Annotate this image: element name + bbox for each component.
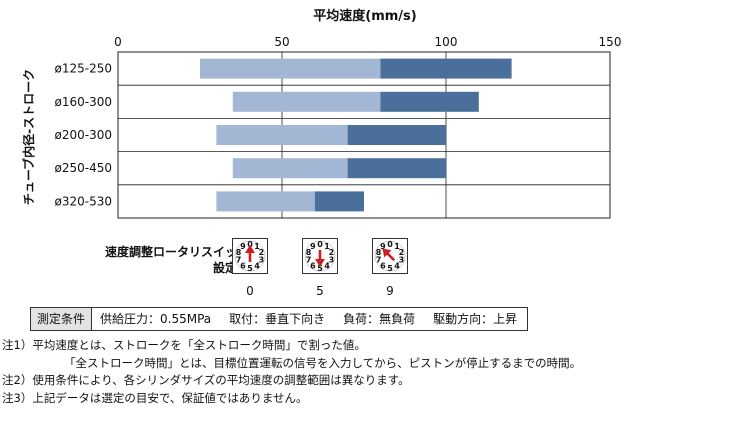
- rotary-switch-label-line1: 速度調整ロータリスイッチ: [104, 245, 249, 259]
- plot-frame: [117, 51, 611, 219]
- x-tick-label: 150: [599, 35, 622, 49]
- dial-digit: 9: [380, 242, 386, 251]
- dial-digit: 2: [329, 248, 335, 257]
- x-tick-label: 0: [114, 35, 122, 49]
- dial-digit: 4: [394, 262, 400, 271]
- dial-ring: [304, 240, 336, 272]
- rotary-switch-label: 速度調整ロータリスイッチ 設定値: [54, 244, 249, 276]
- speed-range-chart: 平均速度(mm/s) チューブ内径-ストローク 0 50 100 150 ø125-2…: [21, 8, 621, 219]
- dial-digit: 3: [399, 256, 405, 265]
- rotary-switch-value-0: 0: [246, 284, 254, 298]
- dial-digit: 7: [376, 256, 382, 265]
- dial-arrow-head: [315, 259, 325, 267]
- dial-digit: 8: [236, 248, 242, 257]
- grid-layer: [117, 51, 611, 219]
- dial-digit: 2: [259, 248, 265, 257]
- dial-arrow-icon: [245, 245, 255, 262]
- dial-digit: 4: [254, 262, 260, 271]
- dial-arrow-head: [382, 248, 392, 258]
- bar-dark-0: [380, 58, 512, 79]
- bar-dark-2: [347, 125, 446, 145]
- dial-digit: 6: [310, 262, 316, 271]
- dial-arrow-shaft: [386, 252, 396, 262]
- footnotes: 注1）平均速度とは、ストロークを「全ストローク時間」で割った値。 「全ストローク…: [2, 337, 581, 407]
- dial-arrow-head: [245, 245, 255, 253]
- condition-direction: 駆動方向：上昇: [433, 312, 518, 326]
- category-label: ø160-300: [55, 95, 112, 109]
- bar-light-3: [232, 158, 348, 179]
- condition-mounting: 取付：垂直下向き: [229, 312, 326, 326]
- category-label: ø320-530: [55, 194, 112, 208]
- rotary-switch-value-9: 9: [386, 284, 394, 298]
- dial-digit: 0: [247, 240, 253, 249]
- dial-digit: 4: [324, 262, 330, 271]
- category-labels: ø125-250 ø160-300 ø200-300 ø250-450 ø320-530: [55, 62, 112, 209]
- x-tick-labels: 0 50 100 150: [114, 35, 621, 49]
- dial-digit: 1: [394, 242, 400, 251]
- rotary-switch-value-5: 5: [316, 284, 324, 298]
- dial-digit: 3: [329, 256, 335, 265]
- bar-light-0: [200, 58, 381, 79]
- bar-light-4: [216, 191, 315, 212]
- dial-arrow-icon: [382, 248, 396, 262]
- dial-digit: 5: [387, 264, 393, 273]
- dial-digit: 1: [324, 242, 330, 251]
- note-3: 注3）上記データは選定の目安で、保証値ではありません。: [2, 390, 308, 405]
- dial-digit: 8: [306, 248, 312, 257]
- dial-digit: 6: [240, 262, 246, 271]
- x-tick-label: 50: [274, 35, 289, 49]
- x-tick-label: 100: [435, 35, 458, 49]
- rotary-switch-label-line2: 設定値: [212, 261, 249, 275]
- bars-layer: [200, 58, 512, 212]
- condition-load: 負荷：無負荷: [343, 312, 416, 326]
- dial-digit: 8: [376, 248, 382, 257]
- bar-dark-4: [314, 191, 364, 212]
- dial-digit: 5: [317, 264, 323, 273]
- category-label: ø250-450: [55, 161, 112, 175]
- dial-ring: [374, 240, 406, 272]
- dial-digit: 7: [236, 256, 242, 265]
- bar-dark-3: [347, 158, 446, 179]
- dial-digit: 1: [254, 242, 260, 251]
- dial-arrow-icon: [315, 250, 325, 267]
- dial-digit: 7: [306, 256, 312, 265]
- category-label: ø200-300: [55, 128, 112, 142]
- note-1-continued: 「全ストローク時間」とは、目標位置運転の信号を入力してから、ピストンが停止するま…: [64, 355, 582, 370]
- bar-light-1: [232, 91, 381, 112]
- dial-digit: 9: [240, 242, 246, 251]
- dial-digit: 0: [317, 240, 323, 249]
- bar-dark-1: [380, 91, 479, 112]
- dial-digit: 5: [247, 264, 253, 273]
- dial-digit: 6: [380, 262, 386, 271]
- bar-light-2: [216, 125, 348, 145]
- condition-pressure: 供給圧力：0.55MPa: [100, 312, 212, 326]
- dial-digit: 0: [387, 240, 393, 249]
- dial-digit: 2: [399, 248, 405, 257]
- y-axis-label: チューブ内径-ストローク: [21, 69, 36, 205]
- dial-ring: [234, 240, 266, 272]
- dial-digit: 3: [259, 256, 265, 265]
- conditions-header: 測定条件: [31, 308, 93, 330]
- note-1: 注1）平均速度とは、ストロークを「全ストローク時間」で割った値。: [2, 338, 366, 352]
- chart-title: 平均速度(mm/s): [313, 8, 416, 24]
- dial-digit: 9: [310, 242, 316, 251]
- note-2: 注2）使用条件により、各シリンダサイズの平均速度の調整範囲は異なります。: [2, 373, 410, 387]
- measurement-conditions: 測定条件 供給圧力：0.55MPa 取付：垂直下向き 負荷：無負荷 駆動方向：上…: [30, 307, 529, 331]
- category-label: ø125-250: [55, 62, 112, 76]
